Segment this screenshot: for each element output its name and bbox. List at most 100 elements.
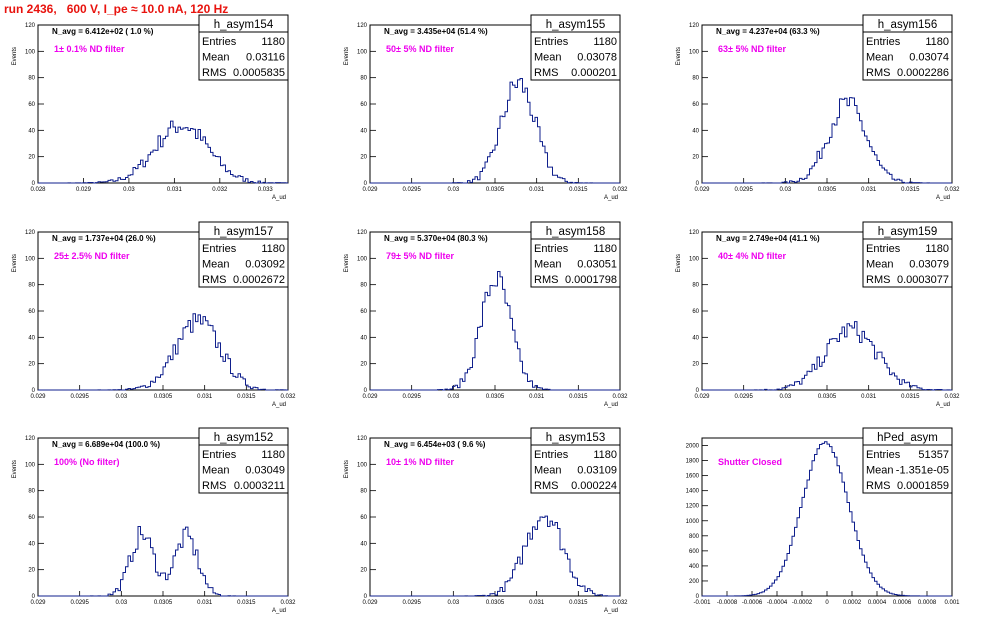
x-tick-label: 0.0305 xyxy=(486,600,505,606)
y-tick-label: 0 xyxy=(364,181,368,187)
x-tick-label: 0.0305 xyxy=(486,394,505,400)
stat-label: RMS xyxy=(534,67,558,79)
y-axis-label: Events xyxy=(676,47,682,65)
stat-label: Entries xyxy=(534,449,569,461)
x-tick-label: 0.03 xyxy=(779,187,791,193)
x-tick-label: 0.031 xyxy=(529,187,545,193)
x-tick-label: 0.031 xyxy=(861,394,877,400)
stat-value: -1.351e-05 xyxy=(896,465,949,477)
navg-annotation: N_avg = 6.689e+04 (100.0 %) xyxy=(52,440,160,449)
x-tick-label: 0.032 xyxy=(612,394,628,400)
y-tick-label: 40 xyxy=(28,128,35,134)
x-tick-label: 0.03 xyxy=(123,187,135,193)
y-tick-label: 20 xyxy=(28,568,35,574)
x-tick-label: 0.0305 xyxy=(818,394,837,400)
y-axis-label: Events xyxy=(344,254,350,272)
stat-value: 1180 xyxy=(261,449,285,461)
stat-value: 0.000201 xyxy=(571,67,617,79)
x-tick-label: 0.032 xyxy=(612,600,628,606)
histogram-series xyxy=(370,515,620,597)
y-tick-label: 40 xyxy=(360,541,367,547)
filter-label: 1± 0.1% ND filter xyxy=(54,44,125,54)
x-tick-label: 0.029 xyxy=(30,600,46,606)
x-tick-label: 0.0315 xyxy=(569,600,588,606)
stat-label: Mean xyxy=(534,259,562,271)
x-tick-label: 0.031 xyxy=(529,394,545,400)
navg-annotation: N_avg = 4.237e+04 (63.3 %) xyxy=(716,27,820,36)
y-tick-label: 20 xyxy=(360,155,367,161)
y-tick-label: 200 xyxy=(689,579,700,585)
y-tick-label: 40 xyxy=(28,541,35,547)
x-tick-label: 0.03 xyxy=(447,600,459,606)
y-tick-label: 0 xyxy=(32,181,36,187)
x-tick-label: 0.03 xyxy=(115,394,127,400)
stat-label: Entries xyxy=(202,449,237,461)
stats-box: h_asym154 Entries 1180 Mean 0.03116 RMS 0.0005… xyxy=(198,14,289,81)
histogram-series xyxy=(38,313,288,391)
stats-box: hPed_asym Entries 51357 Mean -1.351e-05 RMS 0.… xyxy=(862,427,953,494)
filter-label: 100% (No filter) xyxy=(54,457,120,467)
histogram-name: h_asym155 xyxy=(546,19,605,31)
histogram-name: h_asym154 xyxy=(214,19,274,31)
x-tick-label: 0.0295 xyxy=(734,394,753,400)
y-tick-label: 100 xyxy=(25,462,36,468)
x-tick-label: 0.0305 xyxy=(154,394,173,400)
stats-values-box xyxy=(198,31,289,81)
x-axis-label: A_ud xyxy=(272,608,286,614)
stats-values-box xyxy=(530,444,621,494)
stat-value: 0.0002286 xyxy=(897,67,949,79)
y-tick-label: 60 xyxy=(28,515,35,521)
x-tick-label: 0.031 xyxy=(167,187,183,193)
x-tick-label: -0.0002 xyxy=(792,600,813,606)
chart-panel-h_asym159: 0 20 40 60 80 100 120 0.029 0.0295 0.03 0.0305 0.03… xyxy=(676,221,960,408)
stats-box: h_asym153 Entries 1180 Mean 0.03109 RMS 0.0002… xyxy=(530,427,621,494)
stat-label: Mean xyxy=(202,52,230,64)
stat-value: 51357 xyxy=(918,449,949,461)
stat-value: 0.000224 xyxy=(571,480,617,492)
y-tick-label: 60 xyxy=(28,102,35,108)
x-tick-label: -0.0004 xyxy=(767,600,788,606)
navg-annotation: N_avg = 2.749e+04 (41.1 %) xyxy=(716,234,820,243)
y-tick-label: 80 xyxy=(360,76,367,82)
y-axis-label: Events xyxy=(12,254,18,272)
x-tick-label: 0.0295 xyxy=(734,187,753,193)
stat-label: Mean xyxy=(866,465,894,477)
x-tick-label: 0.0315 xyxy=(237,600,256,606)
x-tick-label: 0.028 xyxy=(30,187,46,193)
stats-box: h_asym156 Entries 1180 Mean 0.03074 RMS 0.0002… xyxy=(862,14,953,81)
y-tick-label: 100 xyxy=(357,49,368,55)
y-tick-label: 600 xyxy=(689,549,700,555)
y-tick-label: 120 xyxy=(25,23,36,29)
y-tick-label: 100 xyxy=(357,462,368,468)
x-tick-label: 0.032 xyxy=(280,394,296,400)
y-tick-label: 100 xyxy=(689,49,700,55)
x-tick-label: 0.0315 xyxy=(569,394,588,400)
stat-label: Entries xyxy=(534,36,569,48)
stat-value: 0.03109 xyxy=(577,465,617,477)
y-tick-label: 60 xyxy=(28,309,35,315)
page-title: run 2436, 600 V, I_pe ≈ 10.0 nA, 120 Hz xyxy=(4,2,229,16)
x-tick-label: -0.0008 xyxy=(717,600,738,606)
x-tick-label: 0.0315 xyxy=(901,187,920,193)
stat-value: 1180 xyxy=(261,243,285,255)
filter-label: 63± 5% ND filter xyxy=(718,44,786,54)
x-tick-label: 0.0006 xyxy=(893,600,912,606)
x-tick-label: 0.029 xyxy=(362,394,378,400)
stats-values-box xyxy=(198,238,289,288)
y-tick-label: 120 xyxy=(689,23,700,29)
stat-value: 0.0005835 xyxy=(233,67,285,79)
stat-label: Entries xyxy=(534,243,569,255)
y-axis-label: Events xyxy=(12,460,18,478)
navg-annotation: N_avg = 6.454e+03 ( 9.6 %) xyxy=(384,440,486,449)
x-tick-label: 0 xyxy=(825,600,829,606)
y-tick-label: 20 xyxy=(360,568,367,574)
x-tick-label: 0.029 xyxy=(362,600,378,606)
x-tick-label: 0.032 xyxy=(612,187,628,193)
y-tick-label: 1600 xyxy=(686,474,700,480)
y-tick-label: 100 xyxy=(25,49,36,55)
x-tick-label: -0.0006 xyxy=(742,600,763,606)
y-tick-label: 0 xyxy=(364,388,368,394)
stat-value: 0.03051 xyxy=(577,259,617,271)
y-tick-label: 60 xyxy=(360,102,367,108)
